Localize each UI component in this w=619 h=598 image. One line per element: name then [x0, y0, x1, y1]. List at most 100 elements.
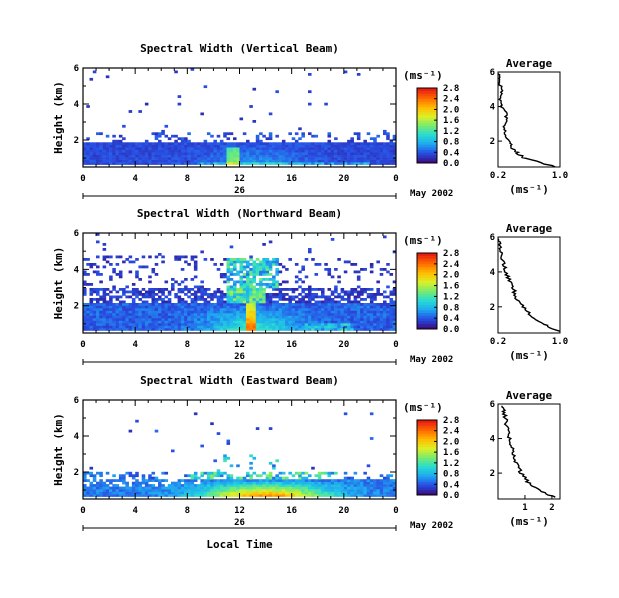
heatmap-cell: [148, 328, 152, 331]
heatmap-cell: [278, 159, 283, 163]
heatmap-cell: [350, 320, 354, 324]
heatmap-cell: [262, 328, 266, 331]
heatmap-cell: [304, 157, 309, 160]
heatmap-cell: [99, 303, 103, 306]
heatmap-cell: [99, 313, 103, 316]
colorbar-segment: [417, 258, 437, 262]
heatmap-cell: [278, 290, 283, 294]
heatmap-cell: [379, 154, 384, 158]
heatmap-cell: [281, 162, 286, 165]
heatmap-cell: [369, 159, 374, 163]
heatmap-cell: [350, 142, 354, 146]
heatmap-cell: [389, 313, 394, 316]
heatmap-cell: [275, 144, 279, 148]
heatmap-cell: [246, 162, 250, 165]
heatmap-cell: [144, 144, 149, 148]
heatmap-cell: [259, 491, 263, 495]
heatmap-cell: [125, 154, 129, 158]
heatmap-cell: [219, 303, 224, 306]
heatmap-cell: [249, 315, 253, 319]
heatmap-cell: [184, 479, 188, 482]
heatmap-cell: [334, 162, 338, 165]
heatmap-cell: [233, 295, 237, 299]
heatmap-cell: [262, 320, 266, 324]
heatmap-cell: [125, 318, 129, 321]
heatmap-cell: [366, 305, 371, 309]
heatmap-cell: [141, 152, 146, 155]
heatmap-cell: [389, 159, 394, 163]
heatmap-cell: [275, 134, 279, 138]
heatmap-cell: [233, 491, 237, 495]
heatmap-cell: [291, 142, 296, 146]
heatmap-cell: [366, 489, 371, 492]
heatmap-cell: [131, 328, 136, 331]
heatmap-cell: [392, 310, 397, 314]
heatmap-cell: [268, 240, 273, 244]
heatmap-cell: [242, 147, 247, 150]
heatmap-cell: [236, 308, 240, 311]
heatmap-cell: [177, 313, 182, 316]
heatmap-cell: [249, 147, 253, 150]
heatmap-cell: [115, 149, 120, 153]
heatmap-cell: [193, 152, 198, 155]
colorbar-segment: [417, 255, 437, 259]
heatmap-cell: [223, 132, 227, 136]
heatmap-cell: [259, 486, 263, 490]
heatmap-cell: [343, 70, 348, 74]
heatmap-cell: [177, 303, 182, 306]
heatmap-cell: [242, 149, 247, 153]
heatmap-cell: [308, 147, 312, 150]
heatmap-cell: [383, 494, 387, 497]
heatmap-cell: [92, 320, 97, 324]
heatmap-cell: [265, 313, 270, 316]
colorbar-segment: [417, 144, 437, 148]
heatmap-cell: [187, 491, 191, 495]
heatmap-cell: [278, 295, 283, 299]
heatmap-cell: [236, 142, 240, 146]
heatmap-cell: [363, 310, 367, 314]
heatmap-cell: [161, 328, 165, 331]
heatmap-cell: [294, 479, 299, 482]
heatmap-cell: [190, 149, 195, 153]
heatmap-cell: [187, 288, 191, 291]
heatmap-cell: [311, 486, 315, 490]
heatmap-cell: [281, 494, 286, 497]
heatmap-cell: [128, 152, 133, 155]
heatmap-cell: [206, 315, 211, 319]
heatmap-cell: [233, 298, 237, 301]
heatmap-cell: [268, 491, 273, 495]
heatmap-cell: [102, 300, 107, 304]
heatmap-cell: [278, 325, 283, 329]
heatmap-cell: [223, 280, 227, 284]
heatmap-cell: [327, 325, 332, 329]
heatmap-cell: [83, 328, 87, 331]
heatmap-cell: [161, 479, 165, 482]
heatmap-cell: [102, 484, 107, 487]
heatmap-cell: [161, 255, 165, 259]
heatmap-cell: [242, 313, 247, 316]
heatmap-cell: [356, 315, 361, 319]
heatmap-cell: [223, 300, 227, 304]
heatmap-cell: [99, 305, 103, 309]
heatmap-cell: [317, 152, 322, 155]
heatmap-cell: [314, 295, 319, 299]
heatmap-cell: [249, 285, 253, 289]
colorbar-tick-label: 2.0: [443, 105, 459, 115]
heatmap-cell: [265, 494, 270, 497]
heatmap-cell: [174, 162, 178, 165]
heatmap-cell: [109, 325, 113, 329]
colorbar-segment: [417, 433, 437, 437]
heatmap-cell: [125, 471, 129, 475]
heatmap-cell: [281, 157, 286, 160]
heatmap-cell: [301, 152, 305, 155]
x-tick-label: 12: [234, 174, 245, 184]
heatmap-cell: [259, 315, 263, 319]
heatmap-cell: [216, 494, 221, 497]
heatmap-cell: [353, 149, 358, 153]
heatmap-cell: [161, 300, 165, 304]
heatmap-cell: [386, 479, 390, 482]
heatmap-cell: [236, 479, 240, 482]
heatmap-cell: [281, 315, 286, 319]
heatmap-cell: [343, 491, 348, 495]
heatmap-cell: [353, 325, 358, 329]
